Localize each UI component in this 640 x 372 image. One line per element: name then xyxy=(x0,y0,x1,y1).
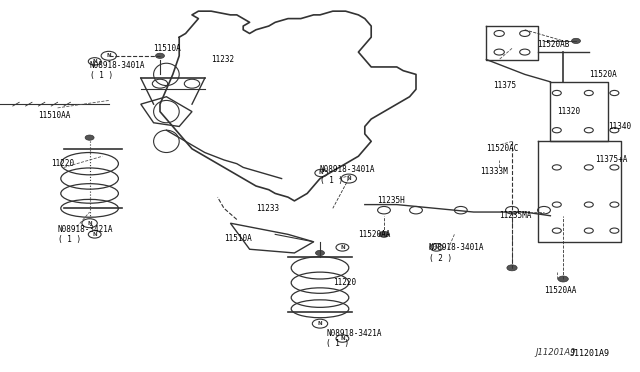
Circle shape xyxy=(558,276,568,282)
Text: 11220: 11220 xyxy=(51,159,74,168)
Text: N: N xyxy=(346,176,351,181)
Circle shape xyxy=(156,53,164,58)
Text: 11232: 11232 xyxy=(211,55,234,64)
Text: 11333M: 11333M xyxy=(480,167,508,176)
Text: N: N xyxy=(87,221,92,226)
Text: N: N xyxy=(92,232,97,237)
Text: 11220: 11220 xyxy=(333,278,356,287)
Text: 11320: 11320 xyxy=(557,107,580,116)
Text: N: N xyxy=(317,321,323,326)
Text: 11340: 11340 xyxy=(608,122,631,131)
Text: 11375: 11375 xyxy=(493,81,516,90)
Circle shape xyxy=(572,38,580,44)
Text: N: N xyxy=(434,245,439,250)
Circle shape xyxy=(85,135,94,140)
Circle shape xyxy=(379,231,389,237)
Text: N: N xyxy=(340,336,345,341)
Text: 11235MA: 11235MA xyxy=(499,211,532,220)
Text: N08918-3401A
( 2 ): N08918-3401A ( 2 ) xyxy=(429,243,484,263)
Text: N: N xyxy=(92,59,97,64)
Text: N: N xyxy=(106,53,111,58)
Circle shape xyxy=(316,250,324,256)
Text: 11233: 11233 xyxy=(256,204,279,213)
Text: 11520AB: 11520AB xyxy=(538,40,570,49)
Text: 11520AC: 11520AC xyxy=(486,144,519,153)
Text: 11520AA: 11520AA xyxy=(358,230,391,239)
Text: 11510AA: 11510AA xyxy=(38,111,71,120)
Text: N: N xyxy=(340,245,345,250)
Text: 11520A: 11520A xyxy=(589,70,616,79)
Text: 11510A: 11510A xyxy=(154,44,181,53)
Text: N08918-3421A
( 1 ): N08918-3421A ( 1 ) xyxy=(58,225,113,244)
Text: J11201A9: J11201A9 xyxy=(536,348,576,357)
Text: N: N xyxy=(319,170,324,176)
Text: N08918-3401A
( 1 ): N08918-3401A ( 1 ) xyxy=(320,165,376,185)
Text: 11510A: 11510A xyxy=(224,234,252,243)
Text: N08918-3401A
( 1 ): N08918-3401A ( 1 ) xyxy=(90,61,145,80)
Text: 11520AA: 11520AA xyxy=(544,286,577,295)
Text: N08918-3421A
( 1 ): N08918-3421A ( 1 ) xyxy=(326,329,382,348)
Text: J11201A9: J11201A9 xyxy=(570,349,610,358)
Text: 11375+A: 11375+A xyxy=(595,155,628,164)
Circle shape xyxy=(507,265,517,271)
Text: 11235H: 11235H xyxy=(378,196,405,205)
